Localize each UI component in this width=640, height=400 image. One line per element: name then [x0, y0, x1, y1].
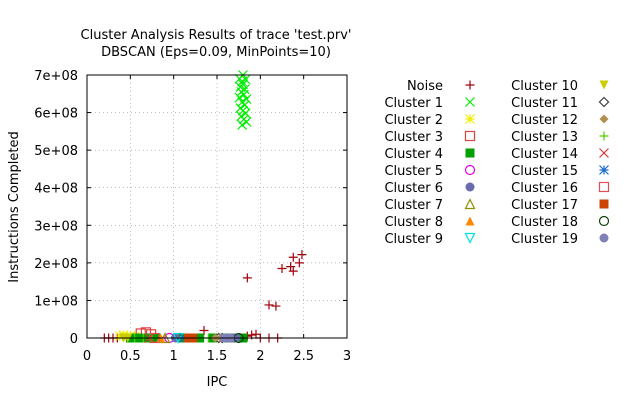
legend-label-cluster-8: Cluster 8 [384, 215, 443, 230]
x-tick-label: 0.5 [120, 349, 141, 364]
legend-label-cluster-6: Cluster 6 [384, 181, 443, 196]
legend-label-cluster-7: Cluster 7 [384, 198, 443, 213]
legend-marker-cluster-11 [598, 96, 610, 108]
x-tick-label: 2.5 [293, 349, 314, 364]
x-tick-label: 1.5 [207, 349, 228, 364]
point-noise [288, 252, 298, 262]
legend-marker-cluster-2 [465, 114, 475, 124]
legend-marker-cluster-19 [599, 233, 609, 243]
plot-frame [86, 74, 348, 339]
point-cluster-1 [241, 117, 252, 127]
legend-marker-cluster-14 [599, 148, 609, 158]
y-tick-label: 5e+08 [34, 144, 78, 159]
legend-label-cluster-5: Cluster 5 [384, 164, 443, 179]
point-noise [277, 263, 287, 273]
legend-label-cluster-13: Cluster 13 [511, 130, 578, 145]
x-tick-label: 1 [170, 349, 178, 364]
legend-marker-cluster-6 [465, 182, 475, 192]
legend-label-cluster-18: Cluster 18 [511, 215, 578, 230]
legend-label-cluster-2: Cluster 2 [384, 113, 443, 128]
point-noise [199, 325, 209, 335]
legend-label-cluster-16: Cluster 16 [511, 181, 578, 196]
axis-ticks: 0 0.5 1 1.5 2 2.5 3 0 1e+08 2e+08 3e+08 4e+08 5e+08 6… [34, 69, 351, 364]
y-tick-label: 7e+08 [34, 69, 78, 84]
legend-marker-cluster-16 [598, 181, 610, 193]
data-points [99, 70, 307, 344]
point-cluster-1 [240, 74, 251, 85]
legend-label-cluster-15: Cluster 15 [511, 164, 578, 179]
legend-label-cluster-3: Cluster 3 [384, 130, 443, 145]
legend-label-cluster-9: Cluster 9 [384, 232, 443, 247]
legend-marker-cluster-8 [465, 216, 475, 226]
x-axis-label: IPC [207, 375, 228, 390]
legend-label-cluster-11: Cluster 11 [511, 96, 578, 111]
legend-marker-cluster-3 [464, 130, 476, 142]
x-tick-label: 2 [256, 349, 264, 364]
point-cluster-1 [237, 120, 248, 130]
legend-label-cluster-4: Cluster 4 [384, 147, 443, 162]
point-noise [297, 250, 307, 260]
legend-label-cluster-17: Cluster 17 [511, 198, 578, 213]
point-noise [271, 301, 281, 311]
legend-label-cluster-19: Cluster 19 [511, 232, 578, 247]
point-noise [251, 329, 261, 339]
legend-marker-cluster-18 [598, 215, 610, 227]
point-noise [294, 258, 304, 268]
point-noise [286, 262, 296, 272]
point-cluster-1 [240, 108, 251, 119]
legend-label-cluster-1: Cluster 1 [384, 96, 443, 111]
y-tick-label: 4e+08 [34, 182, 78, 197]
point-cluster-1 [241, 94, 252, 104]
point-noise [264, 300, 274, 310]
x-tick-label: 0 [83, 349, 91, 364]
legend-marker-cluster-5 [464, 164, 476, 176]
grid-lines [87, 75, 347, 338]
y-tick-label: 1e+08 [34, 294, 78, 309]
point-cluster-1 [239, 100, 250, 110]
legend-marker-cluster-10 [599, 80, 609, 90]
legend-marker-cluster-1 [465, 97, 475, 107]
point-cluster-2 [115, 331, 125, 342]
y-tick-label: 3e+08 [34, 219, 78, 234]
legend-marker-cluster-9 [464, 232, 476, 244]
legend-marker-cluster-15 [599, 165, 609, 175]
point-noise [288, 266, 298, 276]
chart-title: Cluster Analysis Results of trace 'test.… [81, 28, 352, 43]
legend: Noise Cluster 1 Cluster 2 Cluster 3 Cluster … [384, 79, 610, 247]
point-cluster-1 [238, 89, 249, 100]
legend-marker-cluster-13 [599, 131, 609, 141]
legend-marker-cluster-7 [464, 198, 476, 210]
legend-label-cluster-14: Cluster 14 [511, 147, 578, 162]
chart-subtitle: DBSCAN (Eps=0.09, MinPoints=10) [101, 45, 331, 60]
legend-label-noise: Noise [407, 79, 443, 94]
point-noise [242, 273, 252, 283]
legend-marker-noise [465, 80, 475, 90]
x-tick-label: 3 [343, 349, 351, 364]
legend-marker-cluster-12 [599, 114, 609, 124]
y-tick-label: 0 [70, 332, 78, 347]
legend-marker-cluster-17 [599, 199, 609, 209]
y-tick-label: 6e+08 [34, 107, 78, 122]
legend-label-cluster-12: Cluster 12 [511, 113, 578, 128]
legend-marker-cluster-4 [465, 148, 475, 158]
y-axis-label: Instructions Completed [7, 131, 22, 282]
legend-label-cluster-10: Cluster 10 [511, 79, 578, 94]
y-tick-label: 2e+08 [34, 257, 78, 272]
